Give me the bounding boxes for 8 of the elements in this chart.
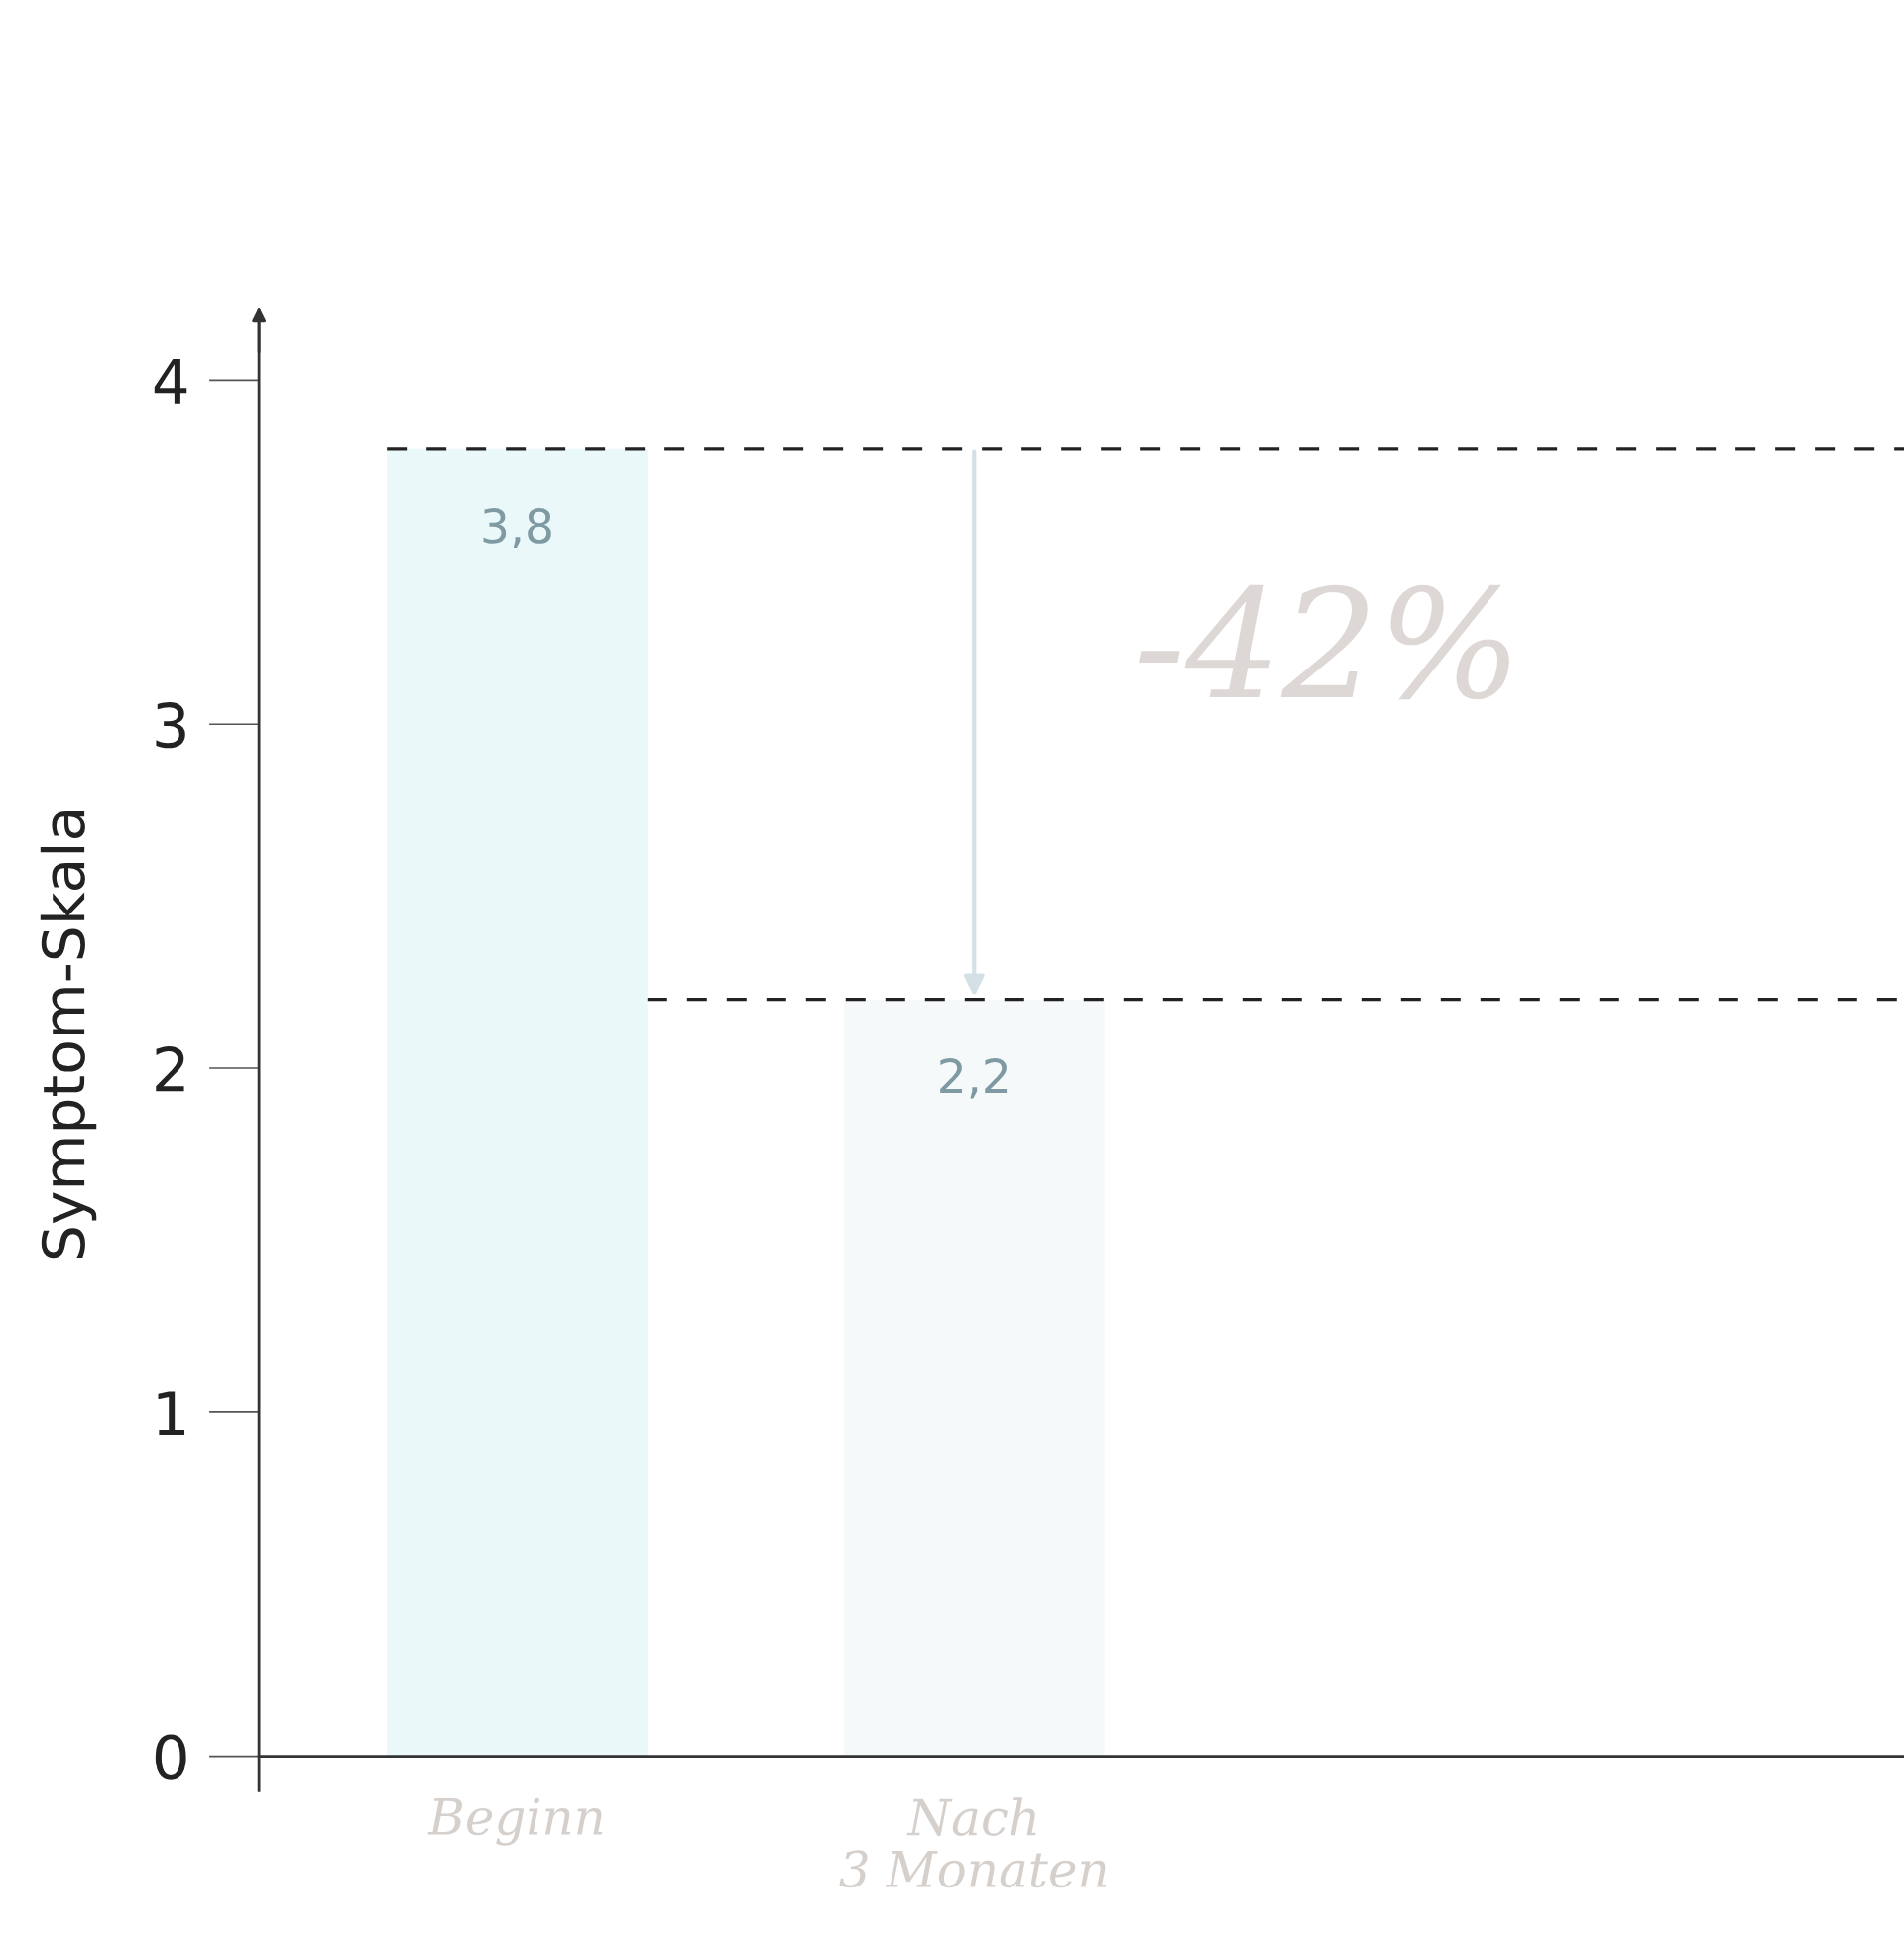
y-tick-label: 3 [156, 702, 185, 749]
y-axis-title: Symptom-Skala [40, 810, 97, 1259]
data-label: 2,2 [940, 1057, 1008, 1099]
y-tick-label: 4 [154, 359, 187, 404]
y-tick-label: 1 [158, 1391, 185, 1436]
y-tick-label: 2 [156, 1045, 184, 1092]
data-label: 3,8 [483, 508, 551, 548]
y-tick-label: 0 [155, 1734, 186, 1780]
